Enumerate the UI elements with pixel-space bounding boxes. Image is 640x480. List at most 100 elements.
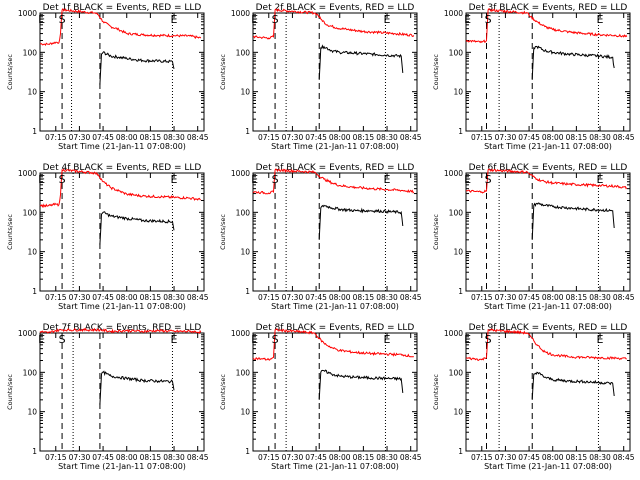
marker-label: S [485,333,492,346]
x-tick-label: 08:00 [542,133,564,142]
y-axis-label: Counts/sec [432,214,440,250]
panel-5: Det 5f BLACK = Events, RED = LLD 1 10 100 10… [219,163,422,311]
x-tick-label: 08:00 [542,293,564,302]
marker-label: E [597,13,604,26]
lld-trace [252,328,414,361]
x-axis-label: Start Time (21-Jan-11 07:08:00) [484,462,612,471]
plot-frame [39,172,205,292]
panel-title: Det 3f BLACK = Events, RED = LLD [469,3,628,13]
lld-trace [39,327,202,335]
events-trace [531,202,615,240]
x-tick-label: 07:45 [518,453,540,462]
y-axis-label: Counts/sec [6,374,14,410]
x-tick-label: 08:15 [353,133,375,142]
marker-label: E [251,173,258,186]
x-tick-label: 08:00 [329,133,351,142]
panel-title: Det 1f BLACK = Events, RED = LLD [43,3,202,13]
x-tick-label: 07:15 [471,453,493,462]
x-tick-label: 07:45 [92,133,114,142]
y-tick-label: 10 [453,88,463,97]
y-tick-label: 1 [32,447,37,456]
marker-label: E [171,333,178,346]
x-axis-label: Start Time (21-Jan-11 07:08:00) [271,142,399,151]
x-tick-label: 07:15 [258,133,280,142]
y-axis-label: Counts/sec [6,54,14,90]
x-tick-label: 07:30 [69,453,91,462]
marker-label: E [384,173,391,186]
y-axis-label: Counts/sec [432,54,440,90]
y-axis-label: Counts/sec [219,54,227,90]
x-axis-label: Start Time (21-Jan-11 07:08:00) [58,462,186,471]
plot-frame [465,172,631,292]
y-tick-label: 10 [240,408,250,417]
y-tick-label: 100 [236,368,251,377]
x-tick-label: 07:30 [495,453,517,462]
y-tick-label: 1000 [18,9,37,18]
x-tick-label: 08:15 [353,293,375,302]
x-tick-label: 08:15 [140,293,162,302]
events-trace [99,370,175,405]
events-trace [318,369,404,400]
y-tick-label: 1 [458,447,463,456]
x-tick-label: 08:45 [613,133,635,142]
marker-label: E [38,13,45,26]
x-tick-label: 08:00 [542,453,564,462]
x-axis-label: Start Time (21-Jan-11 07:08:00) [484,142,612,151]
x-tick-label: 07:15 [258,453,280,462]
plot-frame [465,12,631,132]
x-tick-label: 07:15 [471,293,493,302]
x-axis-label: Start Time (21-Jan-11 07:08:00) [484,302,612,311]
events-trace [318,204,404,240]
panel-6: Det 6f BLACK = Events, RED = LLD 1 10 100 10… [432,163,635,311]
plot-frame [465,332,631,452]
panel-title: Det 2f BLACK = Events, RED = LLD [256,3,415,13]
marker-label: S [59,13,66,26]
lld-trace [39,168,201,209]
y-tick-label: 1 [32,287,37,296]
x-tick-label: 07:45 [305,133,327,142]
y-tick-label: 1000 [444,329,463,338]
x-tick-label: 07:30 [495,293,517,302]
y-tick-label: 1000 [231,329,250,338]
x-tick-label: 07:45 [305,293,327,302]
x-tick-label: 08:15 [566,133,588,142]
marker-label: E [171,13,178,26]
x-tick-label: 08:15 [140,133,162,142]
events-trace [99,51,175,85]
marker-label: S [272,333,279,346]
y-tick-label: 1 [245,447,250,456]
panel-title: Det 6f BLACK = Events, RED = LLD [469,163,628,173]
x-tick-label: 07:45 [518,133,540,142]
x-tick-label: 07:15 [45,293,67,302]
x-tick-label: 08:45 [613,293,635,302]
panel-2: Det 2f BLACK = Events, RED = LLD 1 10 100 10… [219,3,422,151]
y-tick-label: 100 [236,48,251,57]
panel-title: Det 5f BLACK = Events, RED = LLD [256,163,415,173]
lld-trace [252,168,415,195]
x-tick-label: 07:45 [305,453,327,462]
x-tick-label: 08:15 [140,453,162,462]
marker-label: S [59,173,66,186]
x-tick-label: 08:45 [187,133,209,142]
events-trace [99,211,175,245]
y-tick-label: 10 [240,88,250,97]
y-tick-label: 10 [27,248,37,257]
y-tick-label: 100 [449,48,464,57]
x-tick-label: 08:00 [329,453,351,462]
marker-label: E [384,333,391,346]
x-tick-label: 07:15 [45,453,67,462]
marker-label: S [272,173,279,186]
y-axis-label: Counts/sec [432,374,440,410]
plot-frame [252,12,418,132]
plot-frame [252,332,418,452]
y-tick-label: 10 [453,248,463,257]
y-tick-label: 100 [23,48,38,57]
x-tick-label: 08:30 [589,453,611,462]
x-tick-label: 07:45 [92,293,114,302]
x-tick-label: 07:30 [282,133,304,142]
plot-frame [39,332,205,452]
x-tick-label: 08:30 [376,453,398,462]
x-axis-label: Start Time (21-Jan-11 07:08:00) [58,302,186,311]
panel-8: Det 8f BLACK = Events, RED = LLD 1 10 100 10… [219,323,422,471]
